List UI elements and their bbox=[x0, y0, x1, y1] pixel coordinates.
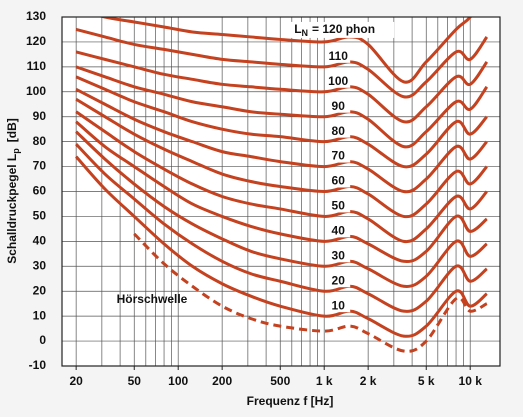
curve-label: 70 bbox=[332, 149, 346, 163]
y-tick-label: 50 bbox=[33, 209, 47, 223]
contour-curve bbox=[75, 50, 489, 124]
contour-curve bbox=[75, 120, 488, 264]
y-tick-label: 10 bbox=[33, 308, 47, 322]
x-tick-label: 500 bbox=[270, 374, 290, 388]
threshold-label: Hörschwelle bbox=[117, 292, 188, 306]
curve-label-bg bbox=[326, 224, 351, 238]
grid bbox=[62, 16, 500, 370]
y-axis-label-unit: [dB] bbox=[5, 118, 19, 142]
labels: -10 0 10 20 30 40 50 60 70 80 90 100 110 120 130 20 50 10… bbox=[26, 9, 482, 388]
x-tick-label: 100 bbox=[168, 374, 188, 388]
y-axis-label-main: Schalldruckpegel L bbox=[5, 154, 19, 264]
contour-curve bbox=[98, 17, 473, 84]
y-tick-label: -10 bbox=[29, 358, 47, 372]
curve-label-bg bbox=[326, 274, 351, 288]
contour-curve bbox=[75, 97, 488, 219]
x-tick-label: 5 k bbox=[418, 374, 435, 388]
y-tick-label: 80 bbox=[33, 134, 47, 148]
y-axis-label: Schalldruckpegel Lp [dB] bbox=[5, 118, 21, 264]
curve-label: 100 bbox=[328, 74, 348, 88]
annotation-bg bbox=[290, 21, 395, 38]
annotation-sub: N bbox=[302, 28, 309, 38]
curve-label: 30 bbox=[332, 248, 346, 262]
curve-label-bg bbox=[326, 149, 351, 163]
y-axis-label-sub: p bbox=[11, 148, 21, 154]
contour-curve bbox=[75, 87, 488, 194]
y-tick-label: 0 bbox=[39, 333, 46, 347]
curve-label: 80 bbox=[332, 124, 346, 138]
plot-frame bbox=[61, 16, 501, 367]
contour-curve bbox=[75, 110, 488, 244]
y-tick-label: 90 bbox=[33, 109, 47, 123]
curve-label-bg bbox=[326, 124, 351, 138]
curve-label-bg bbox=[326, 299, 351, 313]
y-tick-label: 100 bbox=[26, 84, 46, 98]
x-tick-label: 10 k bbox=[459, 374, 483, 388]
curve-label-bg bbox=[326, 49, 351, 63]
contour-curve bbox=[75, 75, 488, 169]
curve-label: 60 bbox=[332, 174, 346, 188]
curve-label: 10 bbox=[332, 298, 346, 312]
curve-label-bg bbox=[326, 199, 351, 213]
annotation: LN = 120 phon bbox=[294, 22, 375, 38]
y-tick-label: 130 bbox=[26, 9, 46, 23]
curves bbox=[75, 17, 489, 353]
x-tick-label: 50 bbox=[128, 374, 142, 388]
curve-label-bg bbox=[326, 74, 351, 88]
contour-curve bbox=[75, 143, 488, 313]
x-tick-label: 2 k bbox=[360, 374, 377, 388]
curve-label: 20 bbox=[332, 273, 346, 287]
y-tick-label: 70 bbox=[33, 159, 47, 173]
y-tick-label: 20 bbox=[33, 283, 47, 297]
x-tick-label: 200 bbox=[212, 374, 232, 388]
y-tick-label: 110 bbox=[27, 59, 47, 73]
annotation-text: = 120 phon bbox=[312, 22, 375, 36]
contour-curve bbox=[75, 28, 489, 99]
annotation-main: L bbox=[294, 22, 301, 36]
curve-label-bg bbox=[326, 99, 351, 113]
contour-curve bbox=[75, 130, 488, 288]
curve-label-bg bbox=[326, 249, 351, 263]
curve-label: 110 bbox=[329, 49, 349, 63]
y-tick-label: 30 bbox=[33, 258, 47, 272]
threshold-curve bbox=[133, 232, 488, 353]
x-tick-label: 1 k bbox=[316, 374, 333, 388]
curve-label: 90 bbox=[332, 99, 346, 113]
curve-label: 40 bbox=[332, 224, 346, 238]
x-axis-label: Frequenz f [Hz] bbox=[247, 394, 334, 408]
contour-curve bbox=[75, 65, 489, 149]
curve-label: 50 bbox=[332, 199, 346, 213]
contour-curve bbox=[75, 155, 488, 338]
curve-label-bg bbox=[326, 174, 351, 188]
y-tick-label: 60 bbox=[33, 184, 47, 198]
y-tick-label: 120 bbox=[26, 34, 46, 48]
x-tick-label: 20 bbox=[69, 374, 83, 388]
y-tick-label: 40 bbox=[33, 234, 47, 248]
